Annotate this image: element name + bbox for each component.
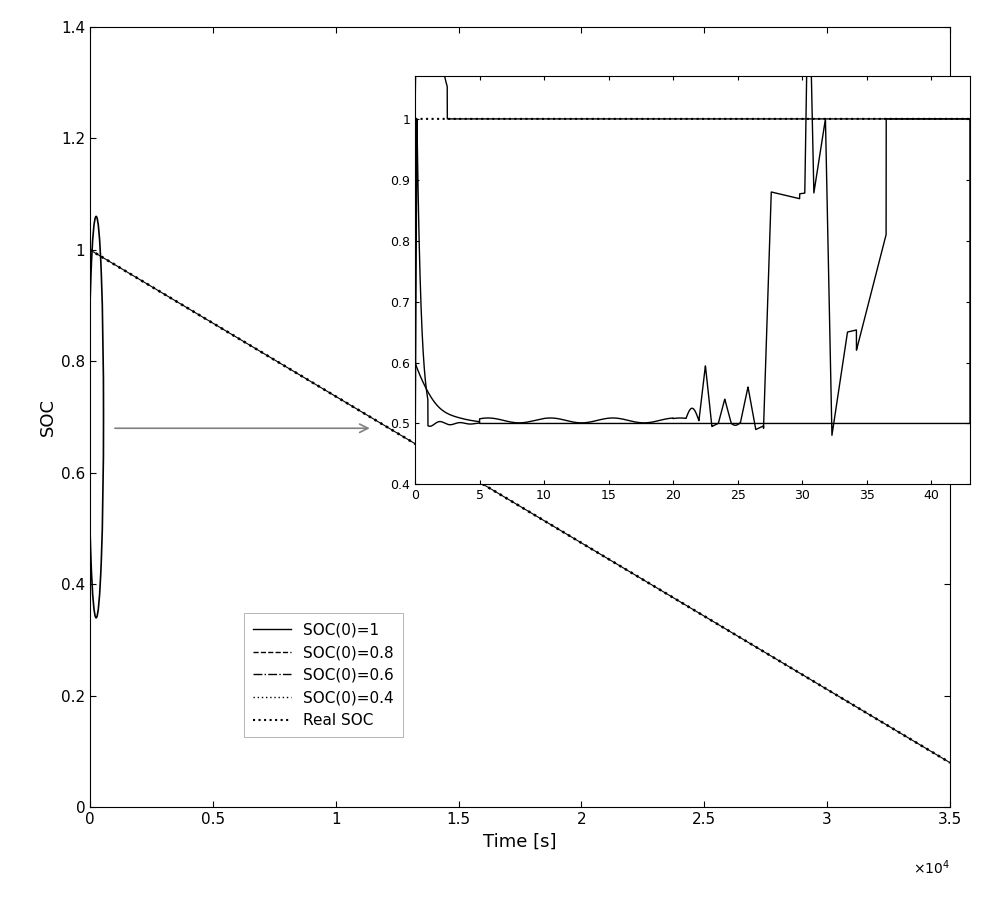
- Y-axis label: SOC: SOC: [39, 398, 57, 436]
- Legend: SOC(0)=1, SOC(0)=0.8, SOC(0)=0.6, SOC(0)=0.4, Real SOC: SOC(0)=1, SOC(0)=0.8, SOC(0)=0.6, SOC(0)…: [244, 614, 403, 737]
- X-axis label: Time [s]: Time [s]: [483, 832, 557, 850]
- Text: $\times 10^4$: $\times 10^4$: [913, 858, 950, 876]
